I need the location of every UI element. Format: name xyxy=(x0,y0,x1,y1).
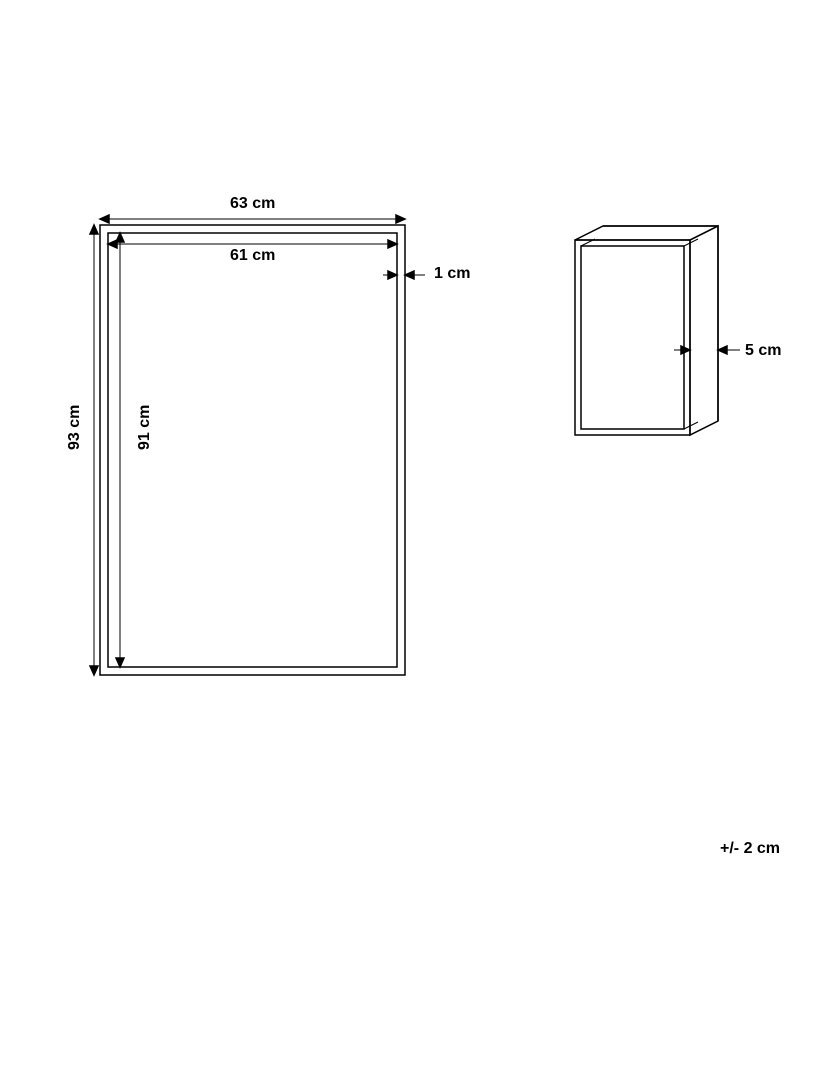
diagram-svg xyxy=(0,0,830,1080)
label-frame-thickness: 1 cm xyxy=(434,265,470,283)
label-inner-width: 61 cm xyxy=(230,247,275,265)
label-tolerance: +/- 2 cm xyxy=(720,840,780,858)
label-depth: 5 cm xyxy=(745,342,781,360)
dimension-diagram: 63 cm 61 cm 93 cm 91 cm 1 cm 5 cm +/- 2 … xyxy=(0,0,830,1080)
label-outer-width: 63 cm xyxy=(230,195,275,213)
label-outer-height: 93 cm xyxy=(66,405,84,450)
label-inner-height: 91 cm xyxy=(136,405,154,450)
